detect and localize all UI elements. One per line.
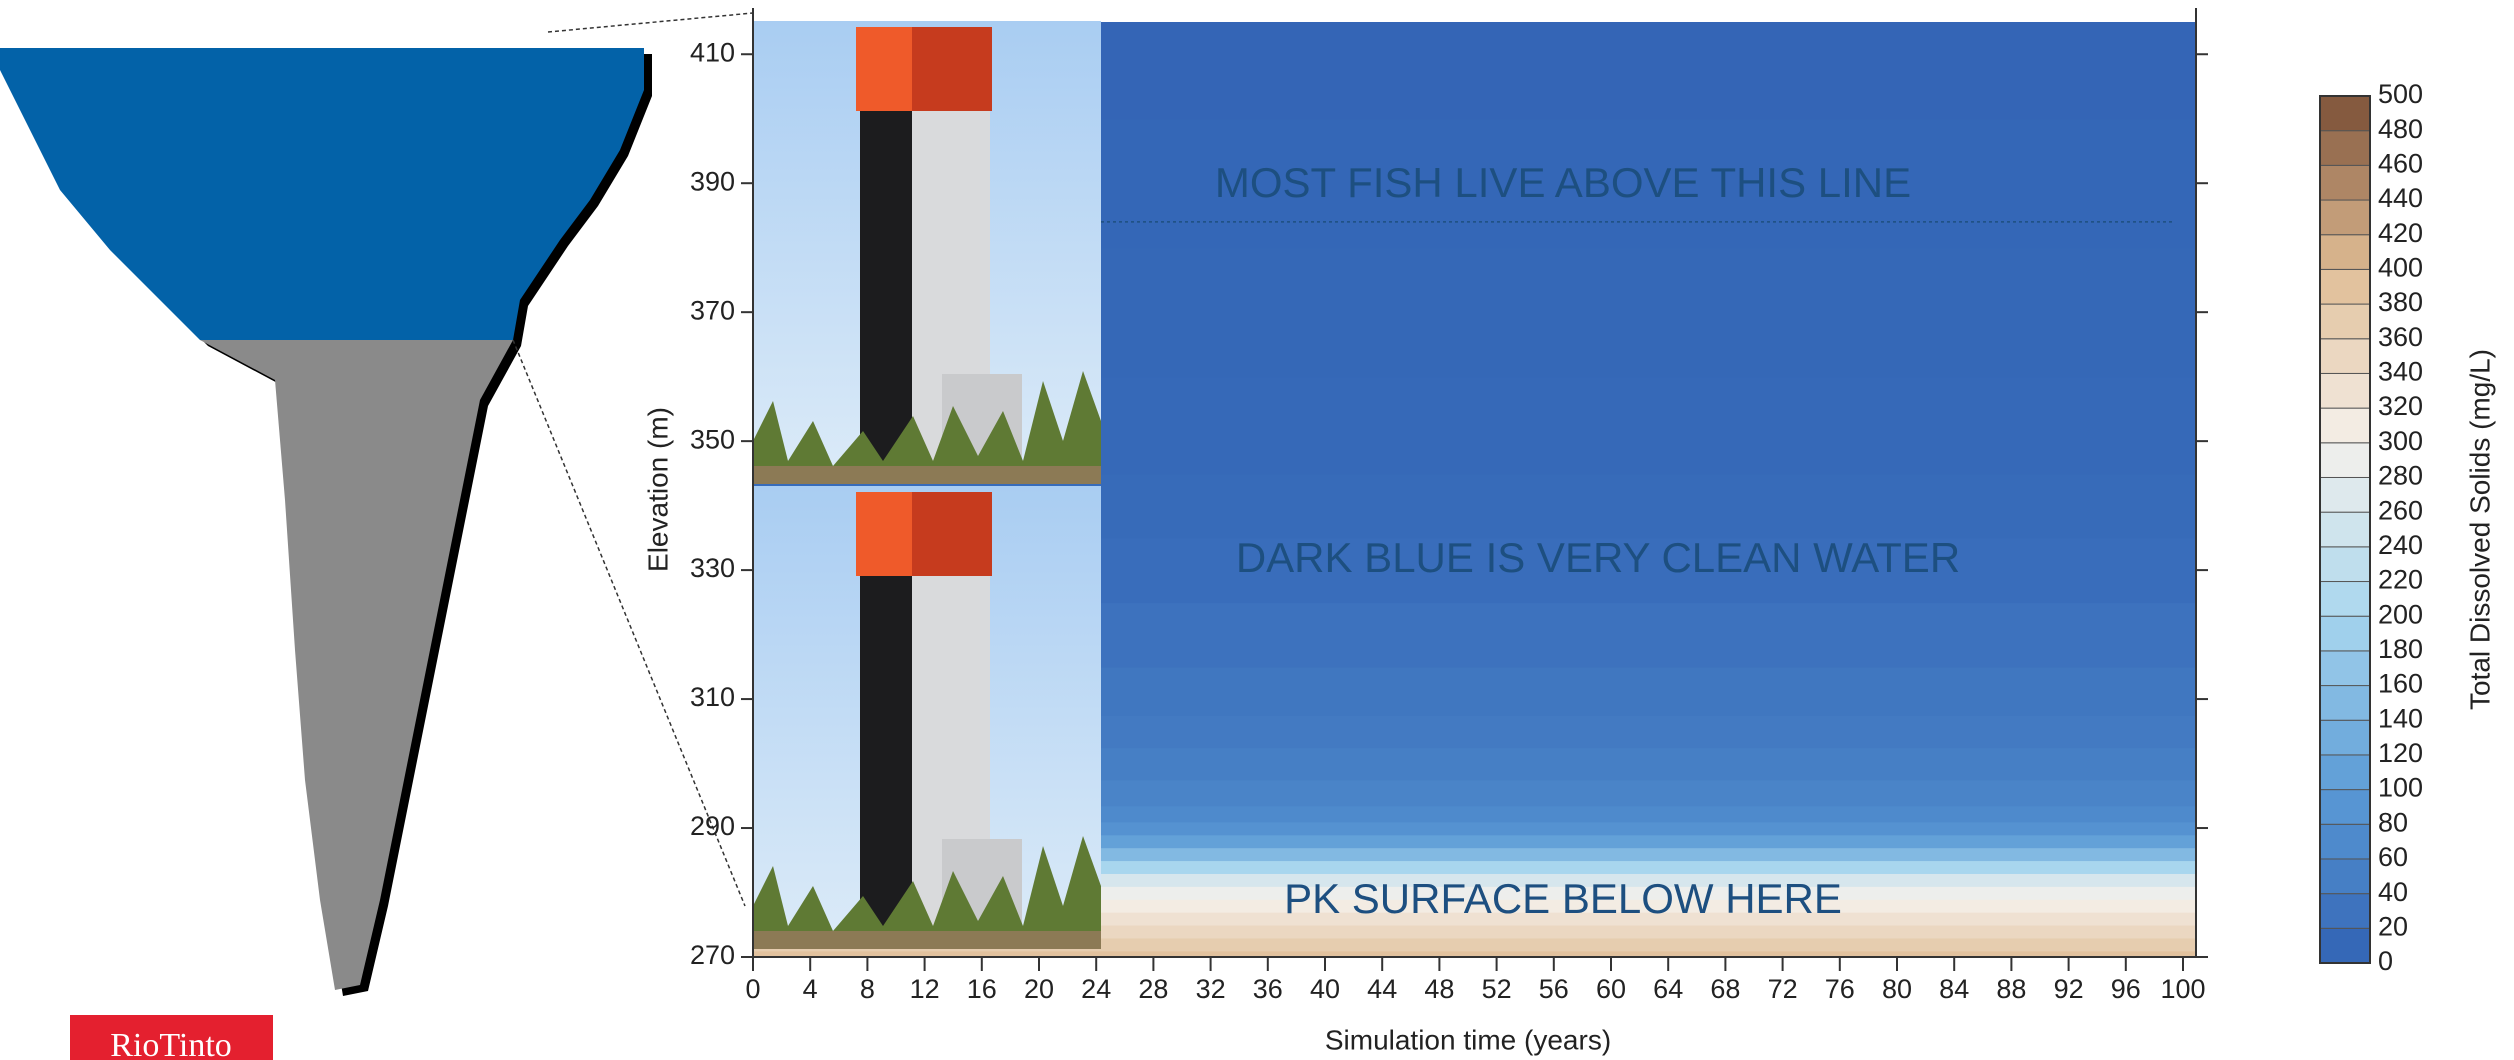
colorbar-tick-label: 340 bbox=[2378, 357, 2423, 387]
y-tick-label: 330 bbox=[690, 553, 735, 583]
x-tick-label: 28 bbox=[1138, 974, 1168, 1004]
x-tick-label: 60 bbox=[1596, 974, 1626, 1004]
y-tick-label: 390 bbox=[690, 166, 735, 196]
x-tick-label: 32 bbox=[1196, 974, 1226, 1004]
colorbar-step bbox=[2320, 859, 2370, 894]
colorbar-tick-label: 200 bbox=[2378, 599, 2423, 629]
x-tick-label: 100 bbox=[2160, 974, 2205, 1004]
colorbar-tick-label: 240 bbox=[2378, 530, 2423, 560]
colorbar-step bbox=[2320, 547, 2370, 582]
x-tick-label: 52 bbox=[1482, 974, 1512, 1004]
colorbar-step bbox=[2320, 408, 2370, 443]
x-tick-label: 56 bbox=[1539, 974, 1569, 1004]
y-tick-label: 350 bbox=[690, 424, 735, 454]
x-tick-label: 80 bbox=[1882, 974, 1912, 1004]
colorbar-step bbox=[2320, 373, 2370, 408]
y-tick-label: 290 bbox=[690, 811, 735, 841]
colorbar-tick-label: 280 bbox=[2378, 461, 2423, 491]
y-tick-label: 370 bbox=[690, 295, 735, 325]
x-tick-label: 44 bbox=[1367, 974, 1397, 1004]
annotation: PK SURFACE BELOW HERE bbox=[1284, 875, 1842, 922]
colorbar-tick-label: 500 bbox=[2378, 79, 2423, 109]
colorbar-step bbox=[2320, 582, 2370, 617]
x-tick-label: 92 bbox=[2054, 974, 2084, 1004]
y-axis-title: Elevation (m) bbox=[642, 407, 673, 572]
colorbar-tick-label: 60 bbox=[2378, 842, 2408, 872]
annotation: DARK BLUE IS VERY CLEAN WATER bbox=[1236, 534, 1960, 581]
colorbar-step bbox=[2320, 269, 2370, 304]
x-tick-label: 20 bbox=[1024, 974, 1054, 1004]
colorbar-step bbox=[2320, 200, 2370, 235]
x-tick-label: 12 bbox=[910, 974, 940, 1004]
colorbar-step bbox=[2320, 824, 2370, 859]
colorbar-tick-label: 420 bbox=[2378, 218, 2423, 248]
x-tick-label: 76 bbox=[1825, 974, 1855, 1004]
x-tick-label: 4 bbox=[803, 974, 818, 1004]
x-tick-label: 88 bbox=[1996, 974, 2026, 1004]
colorbar-tick-label: 80 bbox=[2378, 807, 2408, 837]
colorbar-tick-label: 460 bbox=[2378, 148, 2423, 178]
x-tick-label: 0 bbox=[745, 974, 760, 1004]
x-tick-label: 16 bbox=[967, 974, 997, 1004]
x-tick-label: 48 bbox=[1424, 974, 1454, 1004]
colorbar-title: Total Dissolved Solids (mg/L) bbox=[2464, 349, 2495, 710]
colorbar-step bbox=[2320, 512, 2370, 547]
colorbar-step bbox=[2320, 131, 2370, 166]
colorbar-tick-label: 400 bbox=[2378, 253, 2423, 283]
colorbar-tick-label: 320 bbox=[2378, 391, 2423, 421]
colorbar-step bbox=[2320, 165, 2370, 200]
x-tick-label: 64 bbox=[1653, 974, 1683, 1004]
x-tick-label: 8 bbox=[860, 974, 875, 1004]
colorbar-tick-label: 40 bbox=[2378, 877, 2408, 907]
colorbar-step bbox=[2320, 96, 2370, 131]
x-tick-label: 36 bbox=[1253, 974, 1283, 1004]
colorbar-step bbox=[2320, 304, 2370, 339]
y-tick-label: 270 bbox=[690, 940, 735, 970]
x-tick-label: 24 bbox=[1081, 974, 1111, 1004]
colorbar-step bbox=[2320, 477, 2370, 512]
y-tick-label: 310 bbox=[690, 682, 735, 712]
colorbar-tick-label: 0 bbox=[2378, 946, 2393, 976]
logo: RioTinto bbox=[110, 1027, 232, 1060]
x-tick-label: 40 bbox=[1310, 974, 1340, 1004]
colorbar-step bbox=[2320, 651, 2370, 686]
colorbar-step bbox=[2320, 616, 2370, 651]
colorbar-step bbox=[2320, 755, 2370, 790]
colorbar-step bbox=[2320, 894, 2370, 929]
colorbar-tick-label: 120 bbox=[2378, 738, 2423, 768]
colorbar-tick-label: 360 bbox=[2378, 322, 2423, 352]
colorbar-tick-label: 260 bbox=[2378, 495, 2423, 525]
colorbar-step bbox=[2320, 686, 2370, 721]
colorbar-step bbox=[2320, 928, 2370, 963]
annotation: MOST FISH LIVE ABOVE THIS LINE bbox=[1215, 159, 1911, 206]
colorbar-tick-label: 220 bbox=[2378, 565, 2423, 595]
x-tick-label: 68 bbox=[1710, 974, 1740, 1004]
pit-illustration bbox=[0, 13, 753, 996]
colorbar-tick-label: 300 bbox=[2378, 426, 2423, 456]
colorbar-tick-label: 140 bbox=[2378, 703, 2423, 733]
x-axis-title: Simulation time (years) bbox=[1325, 1024, 1611, 1055]
colorbar-tick-label: 160 bbox=[2378, 669, 2423, 699]
x-tick-label: 84 bbox=[1939, 974, 1969, 1004]
x-tick-label: 72 bbox=[1768, 974, 1798, 1004]
y-tick-label: 410 bbox=[690, 37, 735, 67]
colorbar-tick-label: 180 bbox=[2378, 634, 2423, 664]
colorbar-tick-label: 100 bbox=[2378, 773, 2423, 803]
colorbar-step bbox=[2320, 443, 2370, 478]
colorbar-step bbox=[2320, 339, 2370, 374]
colorbar-step bbox=[2320, 790, 2370, 825]
figure: 2702903103303503703904100481216202428323… bbox=[0, 0, 2514, 1060]
colorbar-tick-label: 440 bbox=[2378, 183, 2423, 213]
colorbar-tick-label: 380 bbox=[2378, 287, 2423, 317]
x-tick-label: 96 bbox=[2111, 974, 2141, 1004]
colorbar-tick-label: 20 bbox=[2378, 911, 2408, 941]
colorbar-step bbox=[2320, 720, 2370, 755]
colorbar-tick-label: 480 bbox=[2378, 114, 2423, 144]
colorbar-step bbox=[2320, 235, 2370, 270]
